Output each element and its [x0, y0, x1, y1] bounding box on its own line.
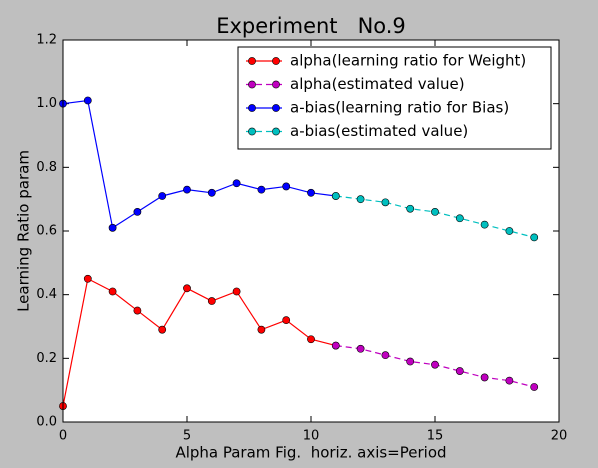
data-point [480, 373, 489, 382]
legend-label: a-bias(estimated value) [290, 122, 468, 140]
data-point [108, 223, 117, 232]
data-point [183, 284, 191, 293]
y-axis-label: Learning Ratio param [15, 150, 33, 312]
data-point [406, 357, 415, 366]
data-point [505, 227, 514, 235]
y-tick-label: 0.8 [36, 160, 57, 175]
data-point [207, 297, 216, 305]
x-tick-label: 20 [551, 429, 568, 444]
data-point [455, 214, 464, 223]
data-point [307, 188, 315, 197]
data-point [133, 306, 142, 315]
data-point [431, 360, 439, 369]
y-tick-label: 0.2 [36, 351, 57, 366]
legend: alpha(learning ratio for Weight) alpha(es… [237, 46, 552, 150]
data-point [158, 325, 167, 334]
legend-label: a-bias(learning ratio for Bias) [290, 99, 509, 117]
legend-marker [272, 127, 280, 136]
data-point [307, 335, 315, 344]
data-point [480, 220, 489, 229]
data-point [232, 179, 241, 188]
y-tick-label: 0.6 [36, 224, 57, 239]
legend-marker [248, 127, 256, 136]
x-tick-label: 5 [183, 429, 191, 444]
x-tick-label: 0 [59, 429, 67, 444]
data-point [232, 287, 241, 296]
y-tick-label: 1.0 [36, 96, 57, 111]
data-point [530, 383, 539, 391]
legend-marker [248, 104, 256, 112]
data-point [282, 316, 291, 325]
data-point [207, 188, 216, 197]
series-line [62, 99, 336, 229]
data-point [83, 96, 92, 105]
data-point [331, 341, 340, 350]
data-point [356, 195, 365, 204]
legend-box [237, 46, 552, 150]
data-point [381, 198, 390, 207]
plot-frame [62, 39, 560, 423]
data-point [381, 351, 390, 360]
data-point [108, 287, 117, 296]
legend-marker [248, 80, 256, 89]
data-point [505, 376, 514, 385]
x-axis-label: Alpha Param Fig. horiz. axis=Period [175, 444, 446, 462]
y-tick-label: 1.2 [36, 33, 57, 48]
data-point [431, 207, 439, 216]
x-tick-label: 10 [303, 429, 320, 444]
data-point [455, 367, 464, 375]
legend-marker [272, 80, 280, 89]
legend-label: alpha(learning ratio for Weight) [290, 52, 526, 70]
data-point [83, 274, 92, 283]
data-point [133, 207, 142, 216]
data-point [257, 185, 266, 194]
chart-title: Experiment No.9 [216, 14, 406, 38]
y-tick-label: 0.0 [36, 415, 57, 430]
data-point [530, 233, 539, 242]
data-point [331, 192, 340, 200]
y-tick-label: 0.4 [36, 287, 57, 302]
x-tick-label: 15 [427, 429, 444, 444]
data-point [406, 204, 415, 213]
legend-marker [248, 57, 256, 65]
data-point [282, 182, 291, 191]
data-point [158, 192, 167, 200]
legend-marker [272, 104, 280, 112]
data-point [257, 325, 266, 334]
data-point [356, 344, 365, 353]
legend-label: alpha(estimated value) [290, 75, 465, 93]
data-point [183, 185, 191, 194]
series-line [62, 277, 336, 407]
legend-marker [272, 57, 280, 65]
